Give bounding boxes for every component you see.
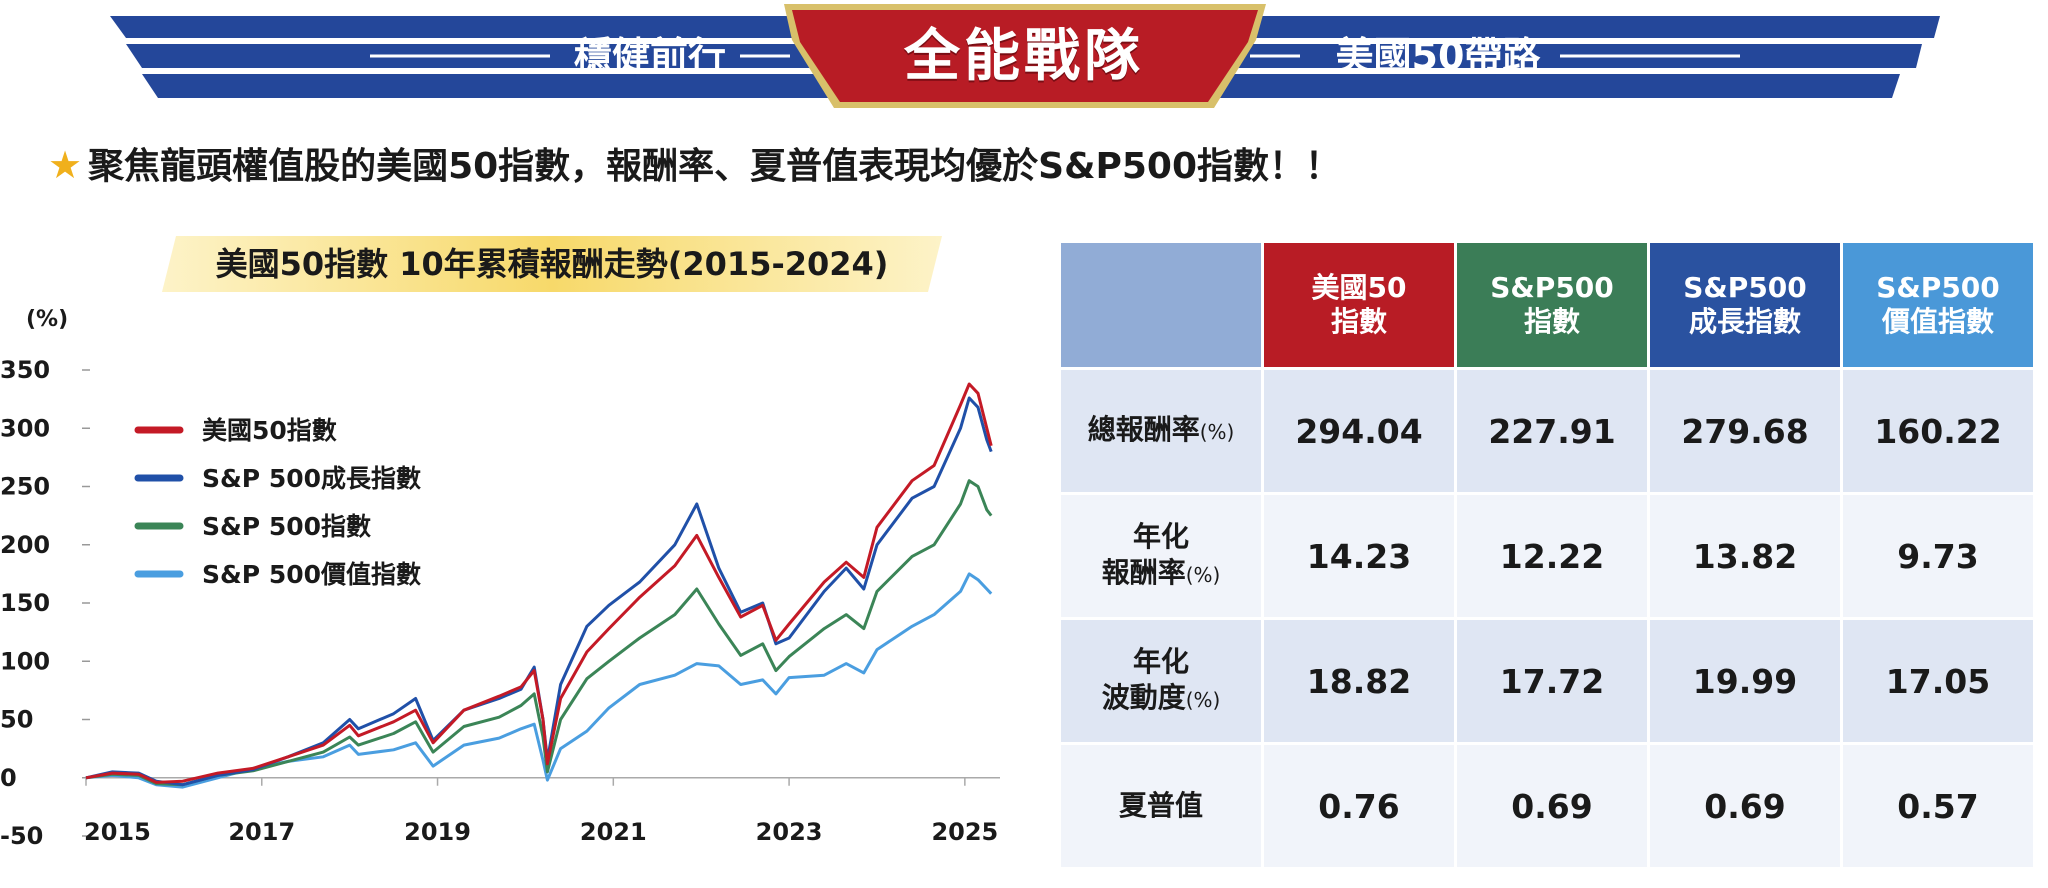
row-label: 年化 報酬率(%) [1061, 495, 1261, 617]
headline-text: 聚焦龍頭權值股的美國50指數，報酬率、夏普值表現均優於S&P500指數！！ [88, 146, 1342, 187]
legend: 美國50指數 S&P 500成長指數 S&P 500指數 S&P 500價值指數 [134, 416, 421, 589]
table-cell: 279.68 [1650, 370, 1840, 492]
table-cell: 294.04 [1264, 370, 1454, 492]
row-label-unit: (%) [1185, 563, 1221, 587]
header-line2: 指數 [1330, 305, 1387, 338]
y-tick-label: -50 [0, 822, 43, 850]
row-label-text: 年化 [1132, 645, 1189, 678]
row-label: 年化 波動度(%) [1061, 620, 1261, 742]
y-tick-label: 200 [0, 531, 50, 559]
table-cell: 12.22 [1457, 495, 1647, 617]
table-cell: 13.82 [1650, 495, 1840, 617]
series-lines [85, 382, 993, 789]
us50-line [85, 382, 993, 784]
table-cell: 0.69 [1457, 745, 1647, 867]
row-label-text-2: 報酬率 [1101, 556, 1186, 589]
x-tick-label: 2023 [756, 818, 823, 846]
legend-label: S&P 500成長指數 [202, 464, 421, 493]
y-tick-label: 350 [0, 356, 50, 384]
chart-title: 美國50指數 10年累積報酬走勢(2015-2024) [215, 245, 889, 283]
row-label: 總報酬率(%) [1061, 370, 1261, 492]
y-tick-label: 150 [0, 589, 50, 617]
table-cell: 9.73 [1843, 495, 2033, 617]
header-sp500: S&P500 指數 [1457, 243, 1647, 367]
y-tick-label: 250 [0, 473, 50, 501]
table-row-annual-volatility: 年化 波動度(%) 18.82 17.72 19.99 17.05 [1061, 620, 2033, 742]
x-tick-label: 2017 [228, 818, 295, 846]
header-line2: 價值指數 [1881, 305, 1994, 338]
row-label-text: 總報酬率 [1087, 413, 1200, 446]
row-label-unit: (%) [1199, 420, 1235, 444]
table-row-annual-return: 年化 報酬率(%) 14.23 12.22 13.82 9.73 [1061, 495, 2033, 617]
x-tick-label: 2019 [404, 818, 471, 846]
header-line2: 指數 [1523, 305, 1580, 338]
y-axis-label: (%) [26, 307, 68, 332]
header-us50: 美國50 指數 [1264, 243, 1454, 367]
table-header-row: 美國50 指數 S&P500 指數 S&P500 成長指數 S&P500 價值指數 [1061, 243, 2033, 367]
table-cell: 0.76 [1264, 745, 1454, 867]
header-line1: S&P500 [1876, 271, 2000, 304]
banner-left-text: 穩健前行 [573, 34, 726, 78]
table-cell: 17.72 [1457, 620, 1647, 742]
sp500-growth-line [85, 396, 993, 787]
table-cell: 227.91 [1457, 370, 1647, 492]
table-cell: 0.69 [1650, 745, 1840, 867]
banner-right-text: 美國50帶路 [1335, 34, 1541, 78]
header-sp500-value: S&P500 價值指數 [1843, 243, 2033, 367]
table-cell: 0.57 [1843, 745, 2033, 867]
y-tick-label: 300 [0, 414, 50, 442]
star-icon: ★ [48, 143, 83, 187]
table-row-sharpe: 夏普值 0.76 0.69 0.69 0.57 [1061, 745, 2033, 867]
row-label-text: 夏普值 [1118, 789, 1203, 822]
table-cell: 160.22 [1843, 370, 2033, 492]
sp500-value-line [85, 572, 993, 789]
header-line1: S&P500 [1683, 271, 1807, 304]
x-tick-label: 2021 [580, 818, 647, 846]
row-label: 夏普值 [1061, 745, 1261, 867]
x-tick-label: 2025 [931, 818, 998, 846]
top-banner [110, 4, 1940, 108]
headline: ★ 聚焦龍頭權值股的美國50指數，報酬率、夏普值表現均優於S&P500指數！！ [48, 138, 1341, 194]
legend-label: 美國50指數 [202, 416, 337, 445]
legend-label: S&P 500指數 [202, 512, 371, 541]
chart-title-background [162, 236, 942, 292]
banner-title: 全能戰隊 [904, 24, 1144, 89]
y-tick-label: 50 [0, 706, 33, 734]
x-tick-labels: 2015 2017 2019 2021 2023 2025 [84, 777, 998, 846]
table-cell: 19.99 [1650, 620, 1840, 742]
row-label-unit: (%) [1185, 688, 1221, 712]
table-cell: 17.05 [1843, 620, 2033, 742]
table-header-blank [1061, 243, 1261, 367]
y-tick-label: 100 [0, 647, 50, 675]
row-label-text-2: 波動度 [1101, 681, 1186, 714]
banner-center-shape [792, 10, 1258, 102]
header-line1: 美國50 [1311, 271, 1407, 304]
table-row-total-return: 總報酬率(%) 294.04 227.91 279.68 160.22 [1061, 370, 2033, 492]
y-tick-labels: 350 300 250 200 150 100 50 0 -50 [0, 356, 50, 850]
comparison-table: 美國50 指數 S&P500 指數 S&P500 成長指數 S&P500 價值指數 總報… [1058, 240, 2036, 870]
header-line2: 成長指數 [1688, 305, 1801, 338]
table-cell: 18.82 [1264, 620, 1454, 742]
table-cell: 14.23 [1264, 495, 1454, 617]
y-tick-label: 0 [0, 764, 17, 792]
header-line1: S&P500 [1490, 271, 1614, 304]
sp500-line [85, 479, 993, 787]
x-tick-label: 2015 [84, 818, 151, 846]
row-label-text: 年化 [1132, 520, 1189, 553]
header-sp500-growth: S&P500 成長指數 [1650, 243, 1840, 367]
legend-label: S&P 500價值指數 [202, 560, 421, 589]
